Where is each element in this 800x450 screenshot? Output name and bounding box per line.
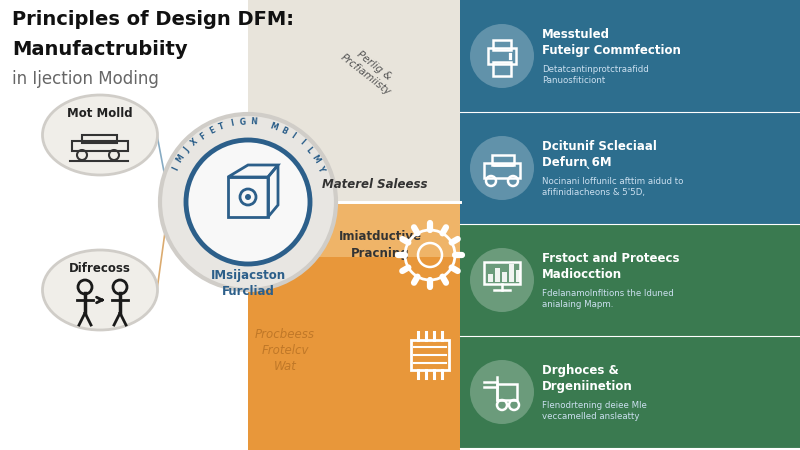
- Bar: [484, 163, 520, 178]
- Circle shape: [470, 136, 534, 200]
- Text: Messtuled
Futeigr Commfection: Messtuled Futeigr Commfection: [542, 28, 681, 57]
- Bar: [488, 274, 493, 282]
- Text: I: I: [171, 165, 180, 171]
- Text: Detatcantinprotctraafidd
Panuosfiticiont: Detatcantinprotctraafidd Panuosfiticiont: [542, 65, 649, 85]
- Circle shape: [470, 24, 534, 88]
- Text: G: G: [239, 117, 246, 127]
- Polygon shape: [248, 202, 460, 257]
- Text: F: F: [198, 131, 207, 141]
- Bar: [82, 135, 117, 143]
- Text: E: E: [208, 126, 216, 136]
- Ellipse shape: [42, 250, 158, 330]
- Text: Principles of Design DFM:: Principles of Design DFM:: [12, 10, 294, 29]
- Bar: [460, 0, 800, 112]
- Circle shape: [470, 360, 534, 424]
- Polygon shape: [248, 0, 460, 202]
- Text: Manufactrubiity: Manufactrubiity: [12, 40, 188, 59]
- Text: Imiatductive
Pracning: Imiatductive Pracning: [338, 230, 422, 260]
- Bar: [0, 0, 248, 450]
- Text: Procbeess
Frotelcv
Wat: Procbeess Frotelcv Wat: [255, 328, 315, 373]
- Text: Mot Molld: Mot Molld: [67, 107, 133, 120]
- Text: Frstoct and Proteecs
Madiocction: Frstoct and Proteecs Madiocction: [542, 252, 679, 281]
- Bar: [502, 272, 507, 282]
- Bar: [72, 141, 128, 151]
- Text: IMsijacston
Furcliad: IMsijacston Furcliad: [210, 269, 286, 298]
- Text: Perlig &
Prcfiamiisty: Perlig & Prcfiamiisty: [339, 42, 401, 98]
- Bar: [495, 268, 500, 282]
- Circle shape: [186, 140, 310, 264]
- Text: T: T: [218, 122, 226, 131]
- Text: I: I: [298, 138, 306, 147]
- Text: Flenodrtening deiee Mle
veccamelled ansleatty: Flenodrtening deiee Mle veccamelled ansl…: [542, 401, 647, 421]
- Circle shape: [245, 194, 251, 200]
- Text: M: M: [174, 153, 186, 165]
- Bar: [460, 224, 800, 336]
- Text: Drghoces &
Drgeniinetion: Drghoces & Drgeniinetion: [542, 364, 633, 393]
- Text: M: M: [310, 153, 322, 165]
- Ellipse shape: [42, 95, 158, 175]
- Bar: [492, 155, 514, 165]
- Polygon shape: [248, 202, 460, 450]
- Text: I: I: [230, 119, 234, 128]
- Bar: [509, 264, 514, 282]
- Text: Y: Y: [315, 164, 326, 172]
- Text: Materel Saleess: Materel Saleess: [322, 179, 428, 192]
- Bar: [411, 340, 449, 370]
- Text: M: M: [269, 121, 279, 132]
- Text: J: J: [182, 146, 191, 154]
- Text: N: N: [250, 117, 257, 127]
- Bar: [493, 62, 511, 76]
- Text: in Ijection Moding: in Ijection Moding: [12, 70, 159, 88]
- Circle shape: [470, 248, 534, 312]
- Text: B: B: [279, 125, 289, 136]
- Bar: [484, 262, 520, 284]
- Text: Difrecoss: Difrecoss: [69, 262, 131, 275]
- Text: Dcitunif Scleciaal
Defurn ̖6M: Dcitunif Scleciaal Defurn ̖6M: [542, 140, 657, 169]
- Circle shape: [160, 114, 336, 290]
- Text: I: I: [290, 131, 297, 140]
- Bar: [460, 336, 800, 448]
- Text: Nocinani loffunilc afttim aidud to
afifinidiacheons & 5'5D,: Nocinani loffunilc afttim aidud to afifi…: [542, 177, 683, 197]
- Bar: [516, 270, 521, 282]
- Bar: [488, 48, 516, 64]
- Bar: [228, 177, 268, 217]
- Bar: [493, 40, 511, 50]
- Text: L: L: [304, 145, 314, 155]
- Bar: [460, 112, 800, 224]
- Text: X: X: [190, 137, 200, 148]
- Bar: [497, 384, 517, 400]
- Text: Fdelanamolnfltions the lduned
anialaing Mapm.: Fdelanamolnfltions the lduned anialaing …: [542, 289, 674, 309]
